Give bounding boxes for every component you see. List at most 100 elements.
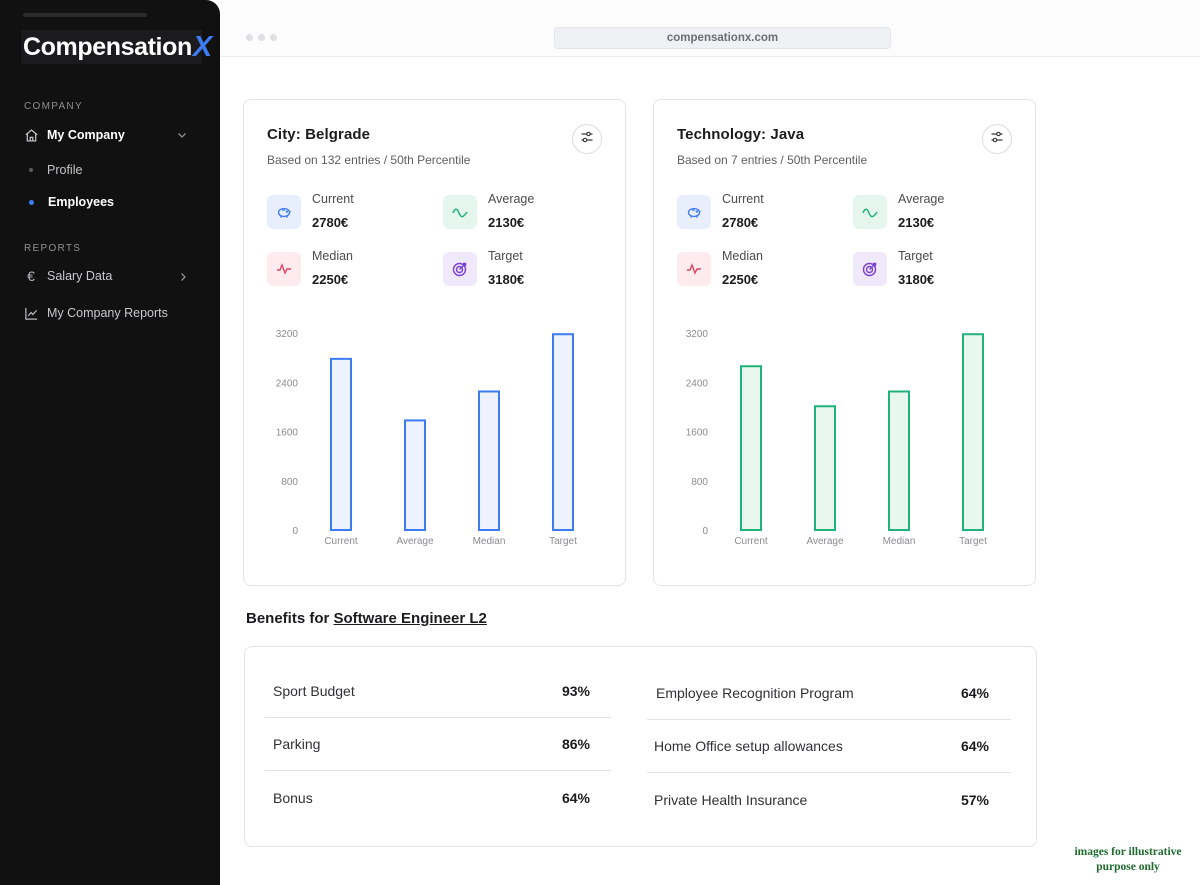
bar-average[interactable] (404, 419, 426, 531)
bar-median[interactable] (478, 390, 500, 531)
salary-card-technology: Technology: Java Based on 7 entries / 50… (653, 99, 1036, 586)
stat-target: Target 3180€ (443, 249, 524, 287)
stat-value: 3180€ (488, 272, 525, 287)
benefit-name: Private Health Insurance (654, 791, 808, 808)
card-title: City: Belgrade (267, 126, 371, 143)
stat-value: 2130€ (488, 215, 525, 230)
y-tick-label: 3200 (276, 329, 299, 340)
y-tick-label: 0 (292, 526, 298, 537)
x-tick-label: Current (734, 536, 768, 547)
benefit-percentage: 57% (960, 791, 989, 808)
browser-bar: compensationx.com (220, 0, 1200, 57)
bar-current[interactable] (330, 357, 352, 532)
bar-current[interactable] (740, 365, 762, 532)
chevron-right-icon[interactable] (177, 270, 189, 288)
stat-median: Median 2250€ (677, 249, 763, 287)
window-controls (246, 34, 277, 41)
x-tick-label: Target (959, 536, 987, 547)
sliders-icon (580, 130, 594, 149)
benefit-row: Home Office setup allowances 64% (647, 720, 1011, 773)
y-tick-label: 800 (281, 477, 298, 488)
benefit-row: Parking 86% (265, 718, 611, 771)
stat-label: Median (312, 249, 353, 263)
benefit-percentage: 64% (960, 685, 989, 701)
stat-value: 3180€ (898, 272, 935, 287)
benefit-name: Parking (273, 736, 321, 752)
disclaimer-note: images for illustrative purpose only (1074, 846, 1182, 873)
x-tick-label: Median (473, 536, 506, 547)
benefits-heading-prefix: Benefits for (246, 610, 330, 627)
sidebar-item-label: My Company Reports (47, 306, 168, 320)
x-tick-label: Average (396, 536, 434, 547)
chevron-down-icon[interactable] (176, 128, 188, 146)
sidebar-item-label: My Company (47, 128, 125, 142)
x-tick-label: Target (549, 536, 577, 547)
stat-label: Target (898, 249, 933, 263)
sliders-icon (990, 130, 1004, 149)
stat-value: 2130€ (898, 215, 935, 230)
section-label-company: COMPANY (24, 101, 83, 112)
bar-average[interactable] (814, 405, 836, 531)
benefits-card: Sport Budget 93% Parking 86% Bonus 64% E… (244, 646, 1037, 847)
bullet-icon (29, 199, 34, 205)
stat-current: Current 2780€ (267, 192, 354, 230)
y-tick-label: 800 (691, 477, 708, 488)
filter-button[interactable] (982, 124, 1012, 154)
y-tick-label: 1600 (276, 428, 299, 439)
euro-icon: € (27, 268, 35, 284)
benefit-name: Employee Recognition Program (656, 685, 854, 701)
sidebar-item-salary-data[interactable]: € Salary Data (23, 268, 112, 284)
sidebar-subitem-profile[interactable]: Profile (29, 163, 82, 177)
y-tick-label: 0 (702, 526, 708, 537)
stat-average: Average 2130€ (853, 192, 944, 230)
stat-target: Target 3180€ (853, 249, 934, 287)
stat-label: Average (488, 192, 535, 206)
wave-icon (443, 195, 477, 229)
benefit-percentage: 64% (960, 738, 989, 754)
bar-target[interactable] (962, 333, 984, 532)
benefit-percentage: 93% (561, 683, 590, 699)
stat-label: Target (488, 249, 523, 263)
x-tick-label: Current (324, 536, 358, 547)
benefit-name: Home Office setup allowances (654, 738, 843, 754)
card-subtitle: Based on 7 entries / 50th Percentile (677, 153, 868, 167)
y-tick-label: 2400 (276, 378, 299, 389)
stat-current: Current 2780€ (677, 192, 764, 230)
app-logo[interactable]: Compensation X (21, 30, 212, 64)
pulse-icon (267, 252, 301, 286)
bar-chart-city: 0 800 1600 2400 3200 Current Average Median Targ… (276, 329, 577, 547)
role-link[interactable]: Software Engineer L2 (333, 610, 487, 627)
sidebar-top-divider (23, 13, 147, 17)
y-tick-label: 2400 (686, 378, 709, 389)
stat-label: Average (898, 192, 945, 206)
bar-median[interactable] (888, 390, 910, 531)
url-bar[interactable]: compensationx.com (554, 27, 891, 49)
stat-value: 2780€ (312, 215, 349, 230)
sidebar-subitem-employees[interactable]: Employees (29, 195, 114, 209)
benefit-row: Employee Recognition Program 64% (647, 667, 1011, 720)
filter-button[interactable] (572, 124, 602, 154)
stat-label: Current (722, 192, 764, 206)
logo-accent: X (192, 30, 213, 63)
home-icon (23, 127, 39, 143)
stat-value: 2250€ (722, 272, 759, 287)
sidebar-subitem-label: Profile (47, 163, 83, 177)
sidebar-item-my-company[interactable]: My Company (23, 127, 125, 143)
piggy-bank-icon (677, 195, 711, 229)
stat-value: 2250€ (312, 272, 349, 287)
stat-label: Current (312, 192, 354, 206)
bullet-icon (29, 168, 33, 172)
stat-average: Average 2130€ (443, 192, 534, 230)
bar-target[interactable] (552, 333, 574, 532)
benefit-row: Private Health Insurance 57% (647, 773, 1011, 826)
benefit-row: Bonus 64% (265, 771, 611, 824)
line-chart-icon (23, 305, 39, 321)
piggy-bank-icon (267, 195, 301, 229)
wave-icon (853, 195, 887, 229)
stat-label: Median (722, 249, 763, 263)
card-subtitle: Based on 132 entries / 50th Percentile (267, 153, 471, 167)
sidebar-item-company-reports[interactable]: My Company Reports (23, 305, 168, 321)
benefit-row: Sport Budget 93% (265, 665, 611, 718)
x-tick-label: Median (883, 536, 916, 547)
target-icon (853, 252, 887, 286)
